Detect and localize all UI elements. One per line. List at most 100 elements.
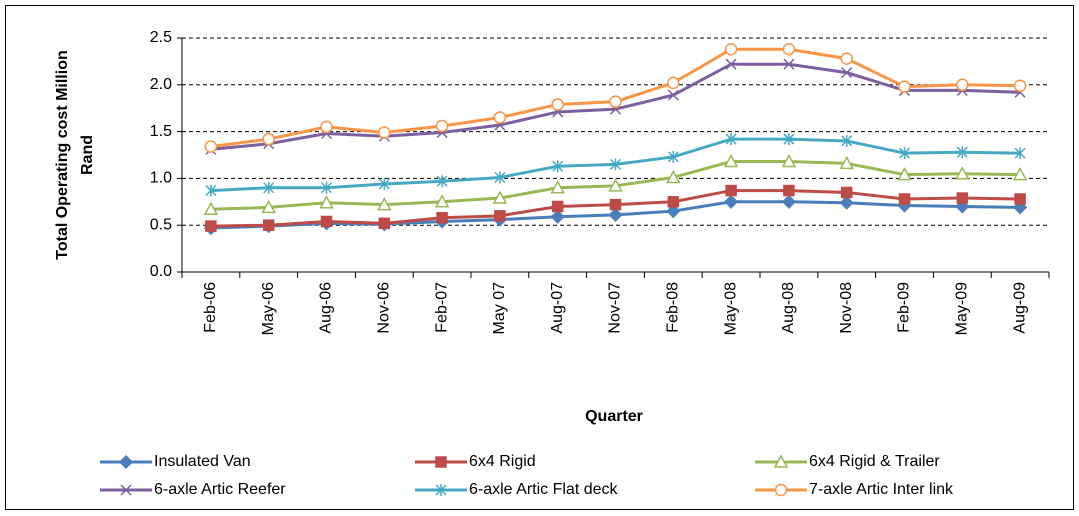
- x-tick-label: Aug-07: [549, 282, 566, 334]
- x-tick-label: May 07: [491, 282, 508, 335]
- x-tick-label: Feb-08: [665, 282, 682, 333]
- marker: [261, 199, 276, 214]
- marker: [840, 186, 853, 199]
- marker: [725, 184, 737, 197]
- marker: [841, 134, 853, 147]
- marker: [492, 190, 508, 204]
- marker: [898, 193, 911, 205]
- marker: [839, 155, 854, 170]
- y-tick-label: 0.5: [150, 216, 172, 233]
- marker: [550, 209, 565, 224]
- marker: [725, 133, 737, 146]
- marker: [898, 147, 911, 160]
- marker: [378, 126, 391, 139]
- x-tick-label: May-09: [954, 282, 971, 335]
- x-tick-label: Feb-07: [433, 282, 450, 333]
- marker: [320, 215, 333, 228]
- marker: [723, 153, 739, 168]
- marker: [262, 132, 275, 146]
- marker: [1013, 79, 1027, 92]
- marker: [781, 153, 797, 168]
- marker: [609, 198, 622, 211]
- marker: [608, 207, 623, 222]
- marker: [667, 76, 680, 90]
- marker: [204, 140, 218, 153]
- y-axis-title: Total Operating cost Million: [54, 50, 71, 259]
- marker: [1014, 147, 1026, 160]
- marker: [120, 484, 132, 496]
- marker: [551, 98, 564, 111]
- marker: [118, 454, 134, 470]
- legend-label: 6x4 Rigid: [469, 453, 536, 470]
- x-tick-label: Aug-06: [318, 282, 335, 334]
- marker: [783, 58, 795, 70]
- marker: [667, 150, 679, 163]
- y-tick-label: 2.0: [150, 76, 172, 93]
- marker: [609, 158, 622, 171]
- marker: [781, 194, 796, 209]
- marker: [320, 181, 333, 194]
- marker: [1014, 193, 1026, 205]
- marker: [551, 200, 564, 213]
- marker: [666, 169, 681, 184]
- x-tick-label: Aug-09: [1011, 282, 1028, 334]
- chart-border: [5, 5, 1074, 510]
- marker: [436, 175, 448, 188]
- marker: [783, 184, 795, 197]
- marker: [319, 195, 334, 209]
- marker: [609, 95, 622, 108]
- x-tick-label: May-06: [260, 282, 277, 335]
- marker: [263, 181, 275, 194]
- marker: [667, 196, 680, 208]
- marker: [494, 210, 506, 222]
- legend-label: Insulated Van: [154, 453, 251, 470]
- legend-label: 6-axle Artic Flat deck: [469, 481, 619, 498]
- marker: [956, 78, 969, 92]
- marker: [724, 194, 739, 209]
- y-tick-label: 0.0: [150, 263, 172, 280]
- marker: [493, 111, 507, 124]
- marker: [434, 194, 450, 208]
- marker: [552, 160, 564, 173]
- x-tick-label: Feb-06: [202, 282, 219, 333]
- marker: [205, 184, 217, 197]
- marker: [550, 180, 565, 194]
- marker: [320, 120, 333, 134]
- marker: [435, 484, 447, 496]
- y-tick-label: 1.5: [150, 123, 172, 140]
- marker: [378, 178, 390, 191]
- x-tick-label: Nov-08: [838, 282, 855, 334]
- x-tick-label: Feb-09: [896, 282, 913, 333]
- marker: [840, 52, 853, 65]
- marker: [897, 167, 912, 181]
- marker: [773, 454, 789, 468]
- legend-label: 6x4 Rigid & Trailer: [809, 453, 940, 470]
- y-axis-title: Rand: [79, 135, 96, 175]
- marker: [667, 89, 679, 101]
- marker: [955, 166, 970, 180]
- marker: [608, 178, 623, 192]
- legend-label: 6-axle Artic Reefer: [154, 481, 286, 498]
- marker: [494, 171, 506, 184]
- marker: [956, 192, 969, 204]
- marker: [378, 217, 391, 230]
- x-tick-label: Nov-06: [376, 282, 393, 334]
- marker: [782, 42, 796, 56]
- marker: [262, 219, 275, 231]
- y-tick-label: 2.5: [150, 29, 172, 46]
- marker: [724, 42, 738, 56]
- marker: [666, 204, 681, 219]
- marker: [435, 456, 447, 468]
- x-tick-label: Aug-08: [780, 282, 797, 334]
- x-axis-title: Quarter: [585, 408, 643, 425]
- marker: [436, 211, 448, 224]
- y-tick-label: 1.0: [150, 170, 172, 187]
- x-tick-label: May-08: [722, 282, 739, 335]
- marker: [377, 197, 392, 211]
- marker: [783, 133, 795, 146]
- marker: [203, 201, 219, 216]
- marker: [435, 119, 449, 133]
- marker: [898, 80, 911, 93]
- marker: [956, 146, 968, 159]
